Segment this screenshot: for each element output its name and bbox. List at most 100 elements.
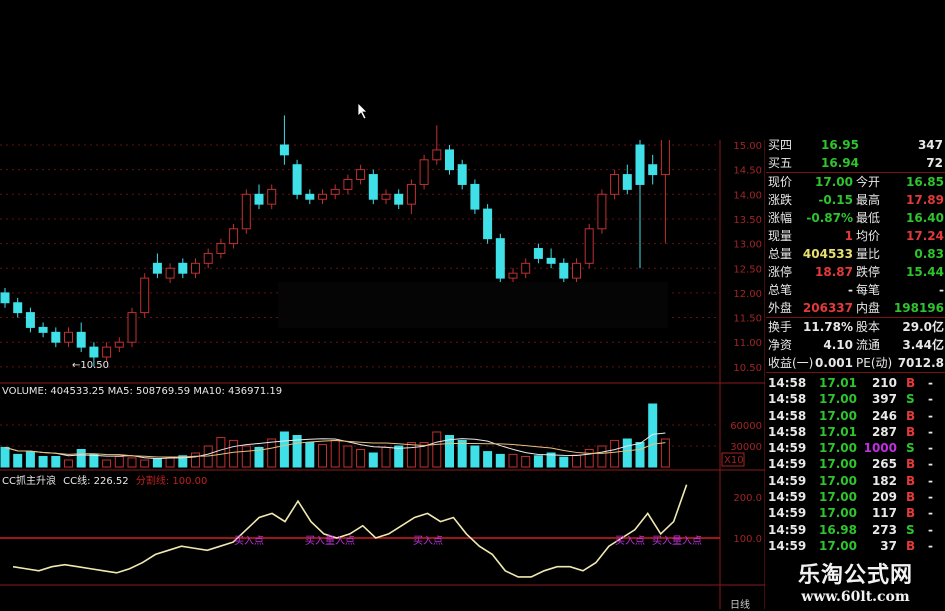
candle-body — [508, 272, 518, 279]
trade-row: 14:59 17.00 37 B - — [766, 538, 945, 554]
quote-label: 现量 — [768, 229, 793, 243]
trade-side: B — [906, 424, 916, 439]
fundamental-value: 29.0亿 — [902, 320, 944, 334]
cc-name: CC抓主升浪 — [2, 476, 56, 487]
bid-row: 买五 16.94 72 — [766, 154, 945, 172]
volume-bar — [64, 459, 73, 468]
quote-label: 内盘 — [856, 301, 881, 315]
trade-time: 14:59 — [768, 538, 807, 553]
volume-bar — [648, 403, 658, 468]
volume-bar — [521, 456, 531, 468]
trade-row: 14:59 16.98 273 S - — [766, 522, 945, 538]
trade-time: 14:58 — [768, 392, 807, 407]
price-tick-label: 14.00 — [733, 190, 762, 201]
candle-body — [165, 267, 175, 279]
fundamental-value: 0.001 — [815, 356, 853, 370]
candle-body — [241, 193, 251, 230]
bid-label: 买五 — [768, 156, 793, 170]
candle-body — [102, 346, 112, 358]
trade-side: B — [906, 376, 916, 390]
trade-price: 17.01 — [819, 376, 857, 390]
volume-tick-label: 30000 — [730, 442, 762, 453]
trade-price: 17.00 — [819, 506, 857, 521]
price-tick-label: 12.50 — [733, 264, 762, 275]
volume-bar — [584, 449, 594, 468]
candle-body — [330, 188, 340, 195]
trade-time: 14:59 — [768, 473, 807, 488]
trade-volume: 209 — [871, 490, 897, 505]
candle-body — [368, 174, 378, 200]
price-tick-label: 13.00 — [733, 240, 762, 251]
trade-volume: 37 — [880, 538, 897, 553]
quote-value: 198196 — [893, 301, 944, 315]
volume-header: VOLUME: 404533.25 MA5: 508769.59 MA10: 4… — [2, 386, 283, 397]
candle-body — [216, 243, 226, 254]
volume-bar — [165, 456, 175, 468]
quote-value: - — [848, 283, 853, 297]
volume-bar — [191, 452, 200, 468]
bid-volume: 347 — [917, 138, 943, 152]
candle-body — [229, 228, 239, 245]
volume-bar — [305, 442, 315, 468]
price-tick-label: 14.50 — [733, 166, 762, 177]
candle-body — [457, 164, 467, 185]
trade-side: S — [906, 392, 915, 407]
volume-bar — [318, 444, 327, 468]
fundamental-label: 换手 — [768, 320, 793, 334]
fundamental-label: 收益(一) — [768, 356, 814, 370]
bid-label: 买四 — [768, 138, 793, 152]
fundamental-row: 收益(一) 0.001 PE(动) 7012.8 — [766, 354, 945, 372]
divider — [766, 172, 945, 173]
volume-bar — [533, 455, 543, 468]
cc-tick-label: 100.0 — [733, 534, 762, 545]
trade-price: 17.00 — [819, 538, 857, 553]
candle-body — [483, 208, 493, 240]
watermark-name: 乐淘公式网 — [797, 563, 913, 588]
volume-bar — [597, 445, 607, 468]
quote-value: 16.85 — [906, 175, 944, 189]
fundamental-value: 7012.8 — [897, 356, 944, 370]
volume-bar — [292, 435, 302, 468]
trade-mark: - — [928, 376, 933, 390]
quote-label: 涨跌 — [768, 193, 793, 207]
fundamental-label: 流通 — [856, 338, 881, 352]
signal-label: 买入量入点 — [652, 536, 702, 547]
trade-time: 14:58 — [768, 408, 807, 423]
candle-body — [267, 188, 277, 205]
quote-label: 最高 — [856, 193, 881, 207]
trade-mark: - — [928, 441, 933, 456]
candle-body — [559, 262, 569, 279]
period-label[interactable]: 日线 — [730, 600, 750, 611]
trade-mark: - — [928, 424, 933, 439]
fundamental-value: 11.78% — [803, 320, 853, 334]
candle-body — [318, 193, 327, 200]
trade-side: S — [906, 441, 915, 456]
candle-body — [635, 144, 645, 185]
volume-bar — [13, 453, 23, 468]
volume-bar — [241, 445, 251, 468]
quote-value: -0.87% — [806, 211, 853, 225]
candle-body — [140, 277, 150, 314]
candle-body — [495, 238, 505, 279]
candle-body — [432, 149, 442, 161]
candle-body — [648, 164, 658, 176]
watermark-logo: 乐淘公式网 www.60lt.com — [766, 553, 945, 609]
quote-label: 现价 — [768, 175, 793, 189]
candle-body — [292, 164, 302, 195]
quote-label: 总笔 — [768, 283, 793, 297]
quote-panel: 买四 16.95 347 买五 16.94 72 现价 17.00 今开 16.85 涨… — [766, 136, 945, 554]
quote-value: -0.15 — [818, 193, 853, 207]
signal-label: 买入量入点 — [305, 536, 355, 547]
quote-value: 404533 — [802, 247, 853, 261]
volume-bar — [38, 456, 48, 468]
quote-label: 外盘 — [768, 301, 793, 315]
candle-body — [64, 331, 73, 343]
trade-row: 14:58 17.01 210 B - — [766, 375, 945, 391]
trade-time: 14:59 — [768, 457, 807, 472]
candle-body — [279, 144, 289, 156]
quote-value: 206337 — [802, 301, 853, 315]
candle-body — [356, 169, 366, 181]
bid-volume: 72 — [926, 156, 943, 170]
quote-row: 总量 404533 量比 0.83 — [766, 245, 945, 263]
trade-row: 14:59 17.00 1000 S - — [766, 440, 945, 456]
